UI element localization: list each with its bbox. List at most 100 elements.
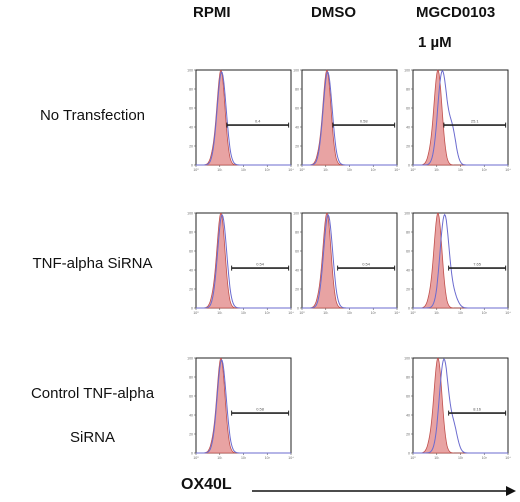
y-tick-label: 40: [295, 269, 299, 273]
x-tick-label: 10⁰: [193, 168, 199, 172]
x-tick-label: 10⁰: [193, 456, 199, 460]
y-tick-label: 40: [406, 126, 410, 130]
panel-frame: [195, 357, 292, 454]
histogram-panel: 0 20 40 60 80 100 10⁰ 10¹ 10² 10³ 10⁴ 25.1: [404, 69, 511, 173]
y-tick-label: 20: [295, 145, 299, 149]
y-tick-label: 60: [189, 250, 193, 254]
gate-label: 0.58: [360, 119, 369, 124]
stained-histogram: [302, 213, 397, 309]
y-tick-label: 20: [406, 433, 410, 437]
x-tick-label: 10¹: [217, 168, 223, 172]
y-tick-label: 0: [408, 452, 410, 456]
x-tick-label: 10²: [458, 311, 464, 315]
stained-histogram: [413, 213, 508, 309]
x-axis-label: OX40L: [181, 476, 232, 493]
panel-frame: [412, 212, 509, 309]
x-tick-label: 10³: [371, 311, 377, 315]
stained-histogram: [413, 69, 508, 166]
y-tick-label: 20: [406, 288, 410, 292]
y-tick-label: 40: [295, 126, 299, 130]
x-tick-label: 10⁴: [288, 168, 294, 172]
row-label-line: SiRNA: [69, 429, 115, 446]
x-tick-label: 10³: [482, 456, 488, 460]
y-tick-label: 80: [189, 88, 193, 92]
x-tick-label: 10²: [241, 168, 247, 172]
y-tick-label: 60: [295, 250, 299, 254]
panel-frame: [412, 357, 509, 454]
y-tick-label: 0: [191, 164, 193, 168]
histogram-panel: 0 20 40 60 80 100 10⁰ 10¹ 10² 10³ 10⁴ 0.54: [293, 212, 400, 316]
y-tick-label: 40: [189, 126, 193, 130]
x-tick-label: 10⁴: [394, 311, 400, 315]
x-tick-label: 10¹: [217, 311, 223, 315]
y-tick-label: 80: [295, 231, 299, 235]
gate-label: 7.65: [473, 262, 482, 267]
y-tick-label: 80: [406, 376, 410, 380]
x-tick-label: 10³: [482, 311, 488, 315]
x-tick-label: 10⁴: [288, 456, 294, 460]
y-tick-label: 100: [293, 212, 299, 216]
y-tick-label: 80: [189, 376, 193, 380]
row-label-no-transfection: No Transfection: [39, 107, 146, 124]
x-axis-arrow: [252, 486, 516, 496]
x-tick-label: 10²: [458, 168, 464, 172]
x-tick-label: 10³: [371, 168, 377, 172]
x-tick-label: 10³: [482, 168, 488, 172]
y-tick-label: 100: [293, 69, 299, 73]
x-tick-label: 10²: [347, 311, 353, 315]
y-tick-label: 60: [189, 107, 193, 111]
y-tick-label: 0: [297, 164, 299, 168]
y-tick-label: 0: [408, 307, 410, 311]
x-tick-label: 10²: [241, 456, 247, 460]
y-tick-label: 60: [406, 250, 410, 254]
y-tick-label: 60: [406, 107, 410, 111]
y-tick-label: 0: [191, 307, 193, 311]
x-tick-label: 10⁴: [505, 311, 511, 315]
histogram-panel: 0 20 40 60 80 100 10⁰ 10¹ 10² 10³ 10⁴ 0.58: [187, 357, 294, 461]
x-tick-label: 10⁴: [505, 456, 511, 460]
x-tick-label: 10⁰: [410, 311, 416, 315]
x-tick-label: 10³: [265, 456, 271, 460]
y-tick-label: 20: [406, 145, 410, 149]
x-tick-label: 10⁰: [299, 311, 305, 315]
y-tick-label: 100: [187, 69, 193, 73]
stained-histogram: [196, 359, 291, 454]
y-tick-label: 80: [295, 88, 299, 92]
y-tick-label: 80: [406, 231, 410, 235]
x-tick-label: 10¹: [434, 168, 440, 172]
y-tick-label: 60: [406, 395, 410, 399]
y-tick-label: 0: [408, 164, 410, 168]
panel-frame: [195, 69, 292, 166]
y-tick-label: 100: [404, 212, 410, 216]
y-tick-label: 20: [295, 288, 299, 292]
gate-label: 0.58: [256, 407, 265, 412]
x-tick-label: 10⁰: [299, 168, 305, 172]
histogram-panel: 0 20 40 60 80 100 10⁰ 10¹ 10² 10³ 10⁴ 0.58: [293, 69, 400, 173]
x-tick-label: 10⁰: [410, 456, 416, 460]
y-tick-label: 80: [189, 231, 193, 235]
stained-histogram: [413, 358, 508, 454]
x-tick-label: 10¹: [323, 311, 329, 315]
gate-label: 25.1: [471, 119, 480, 124]
stained-histogram: [196, 213, 291, 309]
y-tick-label: 100: [187, 212, 193, 216]
gate-label: 0.54: [256, 262, 265, 267]
x-tick-label: 10⁴: [505, 168, 511, 172]
column-header-mgcd0103: MGCD0103: [416, 4, 496, 21]
x-tick-label: 10¹: [434, 456, 440, 460]
panel-frame: [195, 212, 292, 309]
panel-frame: [301, 212, 398, 309]
row-label-tnf-alpha-sirna: TNF-alpha SiRNA: [32, 255, 153, 272]
y-tick-label: 60: [189, 395, 193, 399]
x-tick-label: 10¹: [323, 168, 329, 172]
y-tick-label: 40: [406, 269, 410, 273]
column-subheader-concentration: 1 µM: [418, 34, 452, 51]
x-tick-label: 10²: [347, 168, 353, 172]
y-tick-label: 100: [404, 357, 410, 361]
x-tick-label: 10⁰: [193, 311, 199, 315]
x-tick-label: 10⁰: [410, 168, 416, 172]
x-tick-label: 10³: [265, 168, 271, 172]
y-tick-label: 100: [187, 357, 193, 361]
x-tick-label: 10⁴: [288, 311, 294, 315]
y-tick-label: 40: [189, 269, 193, 273]
